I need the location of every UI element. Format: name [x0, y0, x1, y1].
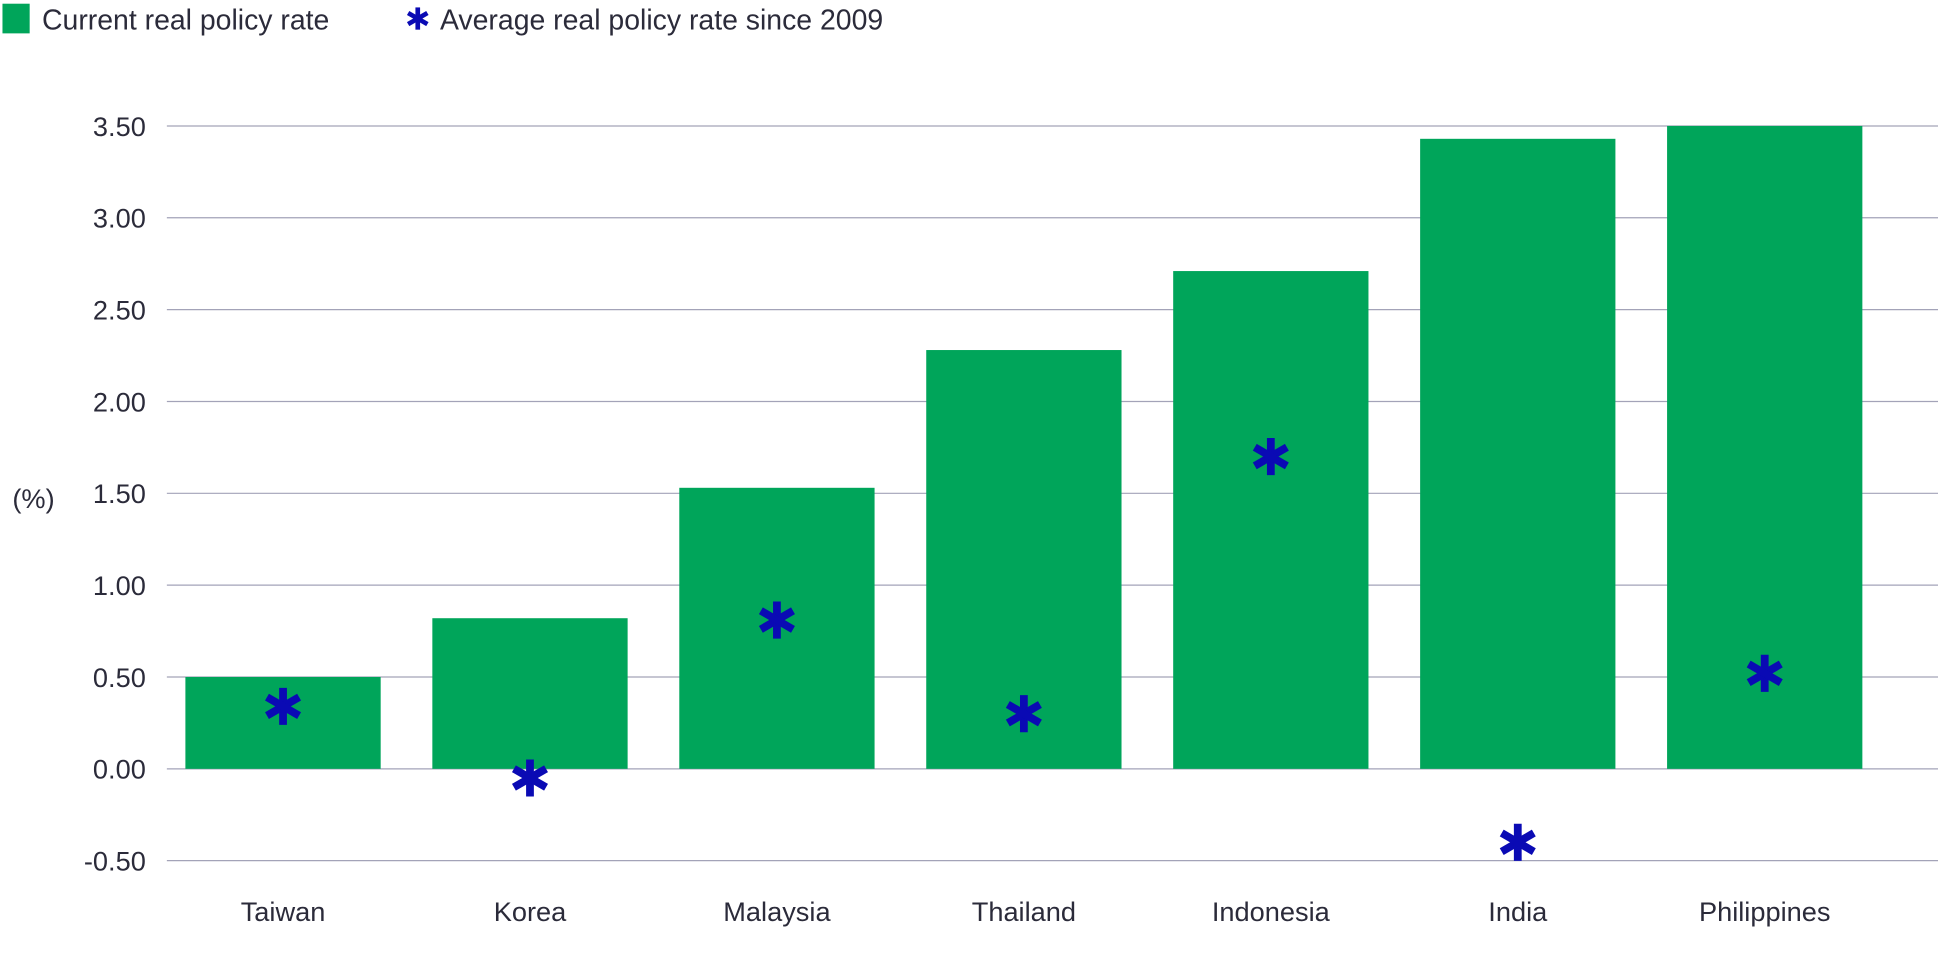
legend-swatch-bar: [2, 3, 30, 34]
bar-india: [1420, 138, 1616, 769]
asterisk-marker-india: [1499, 823, 1536, 861]
markers: [265, 438, 1783, 861]
y-tick-label: 0.50: [93, 662, 146, 693]
legend-label-current: Current real policy rate: [42, 5, 329, 37]
bar-korea: [432, 618, 628, 769]
y-tick-label: 2.50: [93, 295, 146, 326]
asterisk-marker-philippines: [1746, 654, 1783, 692]
asterisk-marker-indonesia: [1252, 438, 1289, 476]
asterisk-marker-malaysia: [758, 601, 795, 639]
y-tick-label: 0.00: [93, 754, 146, 785]
x-tick-label: Thailand: [972, 896, 1076, 927]
y-tick-label: -0.50: [84, 846, 146, 877]
asterisk-marker-taiwan: [265, 687, 302, 725]
y-tick-label: 3.50: [93, 111, 146, 142]
x-tick-label: Philippines: [1699, 896, 1830, 927]
bar-indonesia: [1173, 271, 1369, 769]
y-tick-label: 2.00: [93, 386, 146, 417]
x-tick-label: Malaysia: [723, 896, 831, 927]
y-axis-label: (%): [12, 483, 54, 514]
legend: Current real policy rate Average real po…: [2, 3, 883, 37]
legend-label-average: Average real policy rate since 2009: [440, 5, 883, 37]
x-tick-label: Korea: [494, 896, 567, 927]
bars: [185, 125, 1863, 769]
y-tick-labels: 3.50 3.00 2.50 2.00 1.50 1.00 0.50 0.00 -0.50: [84, 111, 146, 877]
legend-asterisk-icon: [406, 7, 429, 30]
x-tick-label: Indonesia: [1212, 896, 1331, 927]
y-tick-label: 3.00: [93, 203, 146, 234]
asterisk-marker-korea: [511, 759, 548, 797]
y-tick-label: 1.50: [93, 478, 146, 509]
x-tick-labels: Taiwan Korea Malaysia Thailand Indonesia Indi…: [241, 896, 1831, 927]
y-tick-label: 1.00: [93, 570, 146, 601]
asterisk-marker-thailand: [1005, 695, 1042, 733]
asterisk-icon: [406, 7, 429, 30]
x-tick-label: Taiwan: [241, 896, 326, 927]
x-tick-label: India: [1488, 896, 1548, 927]
